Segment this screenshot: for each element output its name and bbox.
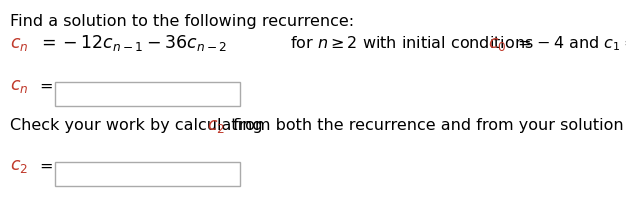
Text: Find a solution to the following recurrence:: Find a solution to the following recurre…: [10, 14, 354, 29]
Text: $\mathit{c}_n$: $\mathit{c}_n$: [10, 35, 28, 53]
Text: $\mathit{c}_2$: $\mathit{c}_2$: [207, 117, 225, 135]
Text: $= -12\mathit{c}_{n-1} - 36\mathit{c}_{n-2}$: $= -12\mathit{c}_{n-1} - 36\mathit{c}_{n…: [38, 33, 227, 53]
FancyBboxPatch shape: [55, 162, 240, 186]
Text: from both the recurrence and from your solution formula.: from both the recurrence and from your s…: [228, 118, 626, 133]
FancyBboxPatch shape: [55, 82, 240, 106]
Text: $\mathit{c}_2$: $\mathit{c}_2$: [10, 157, 28, 175]
Text: $\mathit{c}_n$: $\mathit{c}_n$: [10, 77, 28, 95]
Text: $\mathit{c}_0$: $\mathit{c}_0$: [488, 35, 506, 53]
Text: $=$: $=$: [36, 158, 53, 173]
Text: Check your work by calculating: Check your work by calculating: [10, 118, 268, 133]
Text: $=$: $=$: [36, 78, 53, 93]
Text: $= -4$ and $\mathit{c}_1 = 42.$: $= -4$ and $\mathit{c}_1 = 42.$: [514, 34, 626, 53]
Text: for $\mathit{n} \geq 2$ with initial conditions: for $\mathit{n} \geq 2$ with initial con…: [290, 35, 534, 51]
